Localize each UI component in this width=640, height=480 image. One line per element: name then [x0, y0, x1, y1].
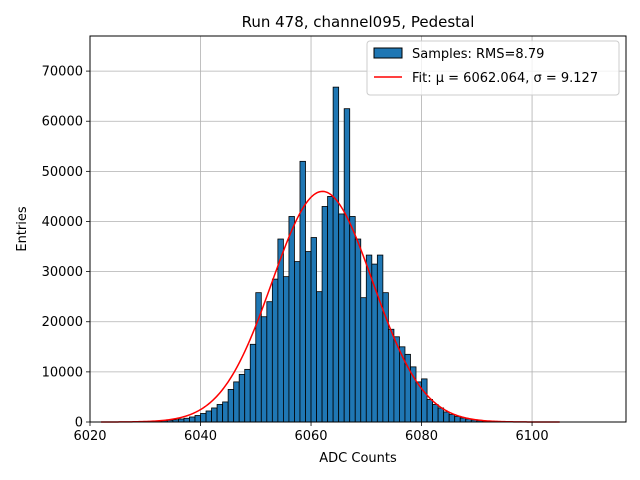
histogram-bar: [222, 401, 229, 423]
y-tick-label: 60000: [42, 115, 83, 130]
histogram-bar: [426, 399, 433, 423]
histogram-bar: [365, 254, 373, 423]
y-tick-label: 0: [75, 416, 83, 431]
histogram-bar: [277, 238, 284, 423]
histogram-bar: [338, 213, 345, 423]
gaussian-fit-curve: [101, 190, 560, 423]
legend-swatch-samples: [373, 47, 403, 59]
histogram-bar: [376, 254, 384, 423]
histogram-bar: [321, 206, 329, 423]
histogram-bars: [144, 86, 505, 423]
histogram-bar: [266, 301, 273, 423]
legend-box: [366, 40, 620, 96]
histogram-bar: [327, 196, 334, 423]
x-tick-label: 6080: [405, 429, 438, 444]
histogram-bar: [316, 291, 323, 423]
x-tick-label: 6100: [516, 429, 549, 444]
histogram-bar: [349, 216, 356, 423]
x-axis-ticks: 6020 6040 6060 6080 6100: [73, 422, 549, 444]
histogram-bar: [399, 346, 406, 423]
histogram-bar: [354, 238, 362, 423]
histogram-bar: [227, 389, 235, 423]
histogram-bar: [211, 407, 218, 423]
histogram-bar: [432, 404, 439, 423]
y-tick-label: 40000: [42, 215, 83, 230]
legend-label-fit: Fit: μ = 6062.064, σ = 9.127: [412, 71, 598, 86]
histogram-bar: [299, 160, 306, 423]
histogram-bar: [205, 410, 212, 423]
histogram-bar: [305, 251, 312, 423]
histogram-bar: [294, 261, 301, 423]
histogram-bar: [448, 414, 456, 423]
histogram-bar: [387, 328, 395, 423]
histogram-bar: [360, 297, 367, 423]
histogram-bar: [216, 404, 224, 423]
legend: Samples: RMS=8.79 Fit: μ = 6062.064, σ =…: [366, 40, 620, 96]
histogram-bar: [244, 368, 251, 423]
histogram-bar: [249, 343, 257, 423]
histogram-bar: [421, 378, 428, 423]
histogram-bar: [437, 407, 445, 423]
y-tick-label: 20000: [42, 315, 83, 330]
histogram-bar: [343, 108, 351, 423]
histogram-bar: [189, 416, 196, 423]
histogram-bar: [233, 381, 240, 423]
histogram-bar: [183, 417, 190, 423]
histogram-bar: [443, 411, 450, 423]
y-tick-label: 70000: [42, 65, 83, 80]
histogram-bar: [200, 413, 207, 423]
histogram-bar: [238, 373, 246, 423]
histogram-bar: [283, 276, 290, 423]
histogram-bar: [310, 237, 317, 423]
y-axis-ticks: 0 10000 20000 30000 40000 50000 60000 70000: [42, 65, 90, 431]
histogram-bar: [288, 216, 295, 423]
x-tick-label: 6020: [73, 429, 106, 444]
x-tick-label: 6040: [184, 429, 217, 444]
chart-title: Run 478, channel095, Pedestal: [242, 13, 475, 31]
legend-label-samples: Samples: RMS=8.79: [412, 47, 544, 62]
histogram-bar: [260, 316, 268, 423]
y-tick-label: 30000: [42, 265, 83, 280]
histogram-bar: [194, 415, 201, 423]
plot-frame: [89, 35, 627, 423]
x-tick-label: 6060: [294, 429, 327, 444]
histogram-bar: [459, 417, 467, 423]
y-axis-label: Entries: [15, 206, 30, 252]
histogram-bar: [332, 86, 340, 423]
y-tick-label: 10000: [42, 365, 83, 380]
y-tick-label: 50000: [42, 165, 83, 180]
x-axis-label: ADC Counts: [319, 451, 397, 466]
histogram-bar: [454, 416, 461, 423]
histogram-bar: [271, 278, 279, 423]
